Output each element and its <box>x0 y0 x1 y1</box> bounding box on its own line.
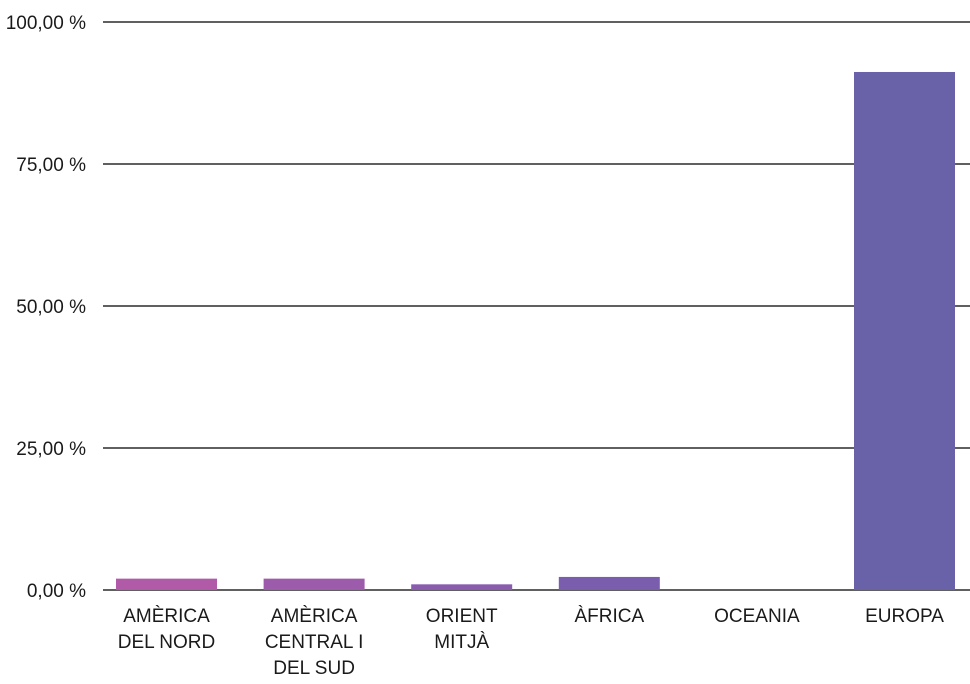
bar <box>558 576 660 590</box>
x-category-label: OCEANIA <box>714 606 800 627</box>
y-tick-label: 25,00 % <box>16 439 86 460</box>
x-category-label: ÀFRICA <box>574 606 644 627</box>
x-category-label-line: OCEANIA <box>714 606 800 627</box>
x-category-label-line: CENTRAL I <box>265 632 364 653</box>
y-tick-label: 100,00 % <box>6 13 86 34</box>
x-category-label: EUROPA <box>865 606 944 627</box>
x-category-label-line: DEL NORD <box>118 632 215 653</box>
y-tick-label: 50,00 % <box>16 297 86 318</box>
x-axis-category-labels: AMÈRICA DEL NORD AMÈRICA CENTRAL I DEL SUD OR… <box>118 606 944 679</box>
x-category-label-line: MITJÀ <box>434 632 489 653</box>
y-tick-label: 0,00 % <box>27 581 86 602</box>
bar <box>263 578 365 590</box>
bars <box>116 71 955 590</box>
gridlines <box>103 21 970 591</box>
bar <box>116 578 217 590</box>
x-category-label-line: ORIENT <box>426 606 498 627</box>
x-category-label: AMÈRICA DEL NORD <box>118 606 215 653</box>
y-tick-label: 75,00 % <box>16 155 86 176</box>
bar <box>411 584 513 590</box>
x-category-label: AMÈRICA CENTRAL I DEL SUD <box>265 606 364 679</box>
x-category-label-line: AMÈRICA <box>271 606 358 627</box>
x-category-label-line: DEL SUD <box>273 658 355 679</box>
x-category-label: ORIENT MITJÀ <box>426 606 498 653</box>
y-axis-tick-labels: 0,00 % 25,00 % 50,00 % 75,00 % 100,00 % <box>6 13 86 602</box>
x-category-label-line: AMÈRICA <box>123 606 210 627</box>
x-category-label-line: ÀFRICA <box>574 606 644 627</box>
bar <box>854 71 955 590</box>
x-category-label-line: EUROPA <box>865 606 944 627</box>
